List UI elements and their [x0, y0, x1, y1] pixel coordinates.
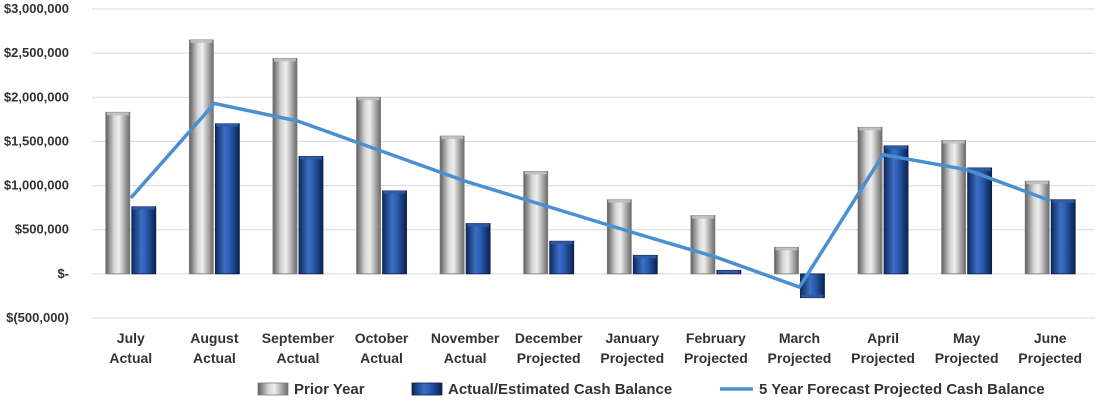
actual-estimated-bar	[883, 145, 909, 275]
x-tick-label: Projected	[851, 350, 915, 366]
actual-estimated-bar	[298, 156, 324, 275]
x-tick-label: Actual	[277, 350, 320, 366]
bar-cap	[942, 140, 965, 144]
bar-cap	[357, 97, 380, 101]
bar-cap	[190, 39, 213, 43]
bar-cap	[1026, 181, 1049, 185]
bar-cap	[634, 255, 657, 259]
prior-year-bar	[188, 39, 214, 275]
actual-estimated-bar	[1050, 199, 1076, 275]
bar-cap	[859, 127, 882, 131]
x-tick-label: October	[355, 330, 409, 346]
x-tick-label: September	[262, 330, 335, 346]
legend: Prior Year Actual/Estimated Cash Balance 5…	[257, 381, 1045, 398]
prior-year-bar	[606, 199, 632, 275]
bar-cap	[717, 270, 740, 274]
actual-estimated-bar	[214, 123, 240, 275]
legend-label-forecast: 5 Year Forecast Projected Cash Balance	[759, 381, 1045, 398]
bar-cap	[691, 215, 714, 219]
prior-year-bar	[356, 96, 381, 275]
x-tick-label: Projected	[684, 350, 748, 366]
actual-estimated-bar	[382, 190, 407, 275]
x-tick-label: December	[515, 330, 583, 346]
actual-estimated-bar	[967, 167, 993, 275]
x-tick-label: Actual	[193, 350, 236, 366]
prior-year-bar	[272, 58, 298, 275]
prior-year-bar	[857, 126, 883, 275]
y-tick-label: $(500,000)	[6, 310, 69, 325]
forecast-line-path	[129, 101, 1051, 289]
x-tick-label: May	[953, 330, 980, 346]
bar-cap	[801, 294, 824, 298]
prior-year-bar	[105, 111, 131, 275]
x-tick-label: March	[779, 330, 820, 346]
bar-cap	[273, 58, 296, 62]
prior-year-bar	[439, 135, 465, 275]
bar-cap	[775, 247, 798, 251]
bar-cap	[968, 167, 991, 171]
bar-cap	[132, 206, 155, 210]
bars	[105, 39, 1076, 299]
y-tick-label: $2,500,000	[4, 45, 69, 60]
bar-cap	[467, 223, 490, 227]
x-tick-label: August	[190, 330, 239, 346]
x-tick-label: Projected	[768, 350, 832, 366]
bar-cap	[216, 123, 239, 127]
prior-year-bar	[690, 215, 716, 275]
x-tick-label: February	[686, 330, 746, 346]
x-tick-label: Projected	[517, 350, 581, 366]
x-tick-label: January	[605, 330, 659, 346]
x-tick-label: November	[431, 330, 500, 346]
prior-year-bar	[941, 140, 967, 275]
y-tick-label: $2,000,000	[4, 89, 69, 104]
prior-year-bar	[523, 171, 549, 275]
y-tick-label: $1,000,000	[4, 178, 69, 193]
bar-cap	[885, 145, 908, 149]
bar-cap	[608, 199, 631, 203]
x-tick-label: Actual	[444, 350, 487, 366]
x-tick-label: Actual	[109, 350, 152, 366]
x-tick-label: Projected	[1018, 350, 1082, 366]
bar-cap	[441, 136, 464, 140]
legend-swatch-prior-year	[257, 382, 289, 396]
bar-cap	[550, 241, 573, 245]
actual-estimated-bar	[465, 223, 491, 275]
legend-label-prior-year: Prior Year	[294, 381, 365, 398]
x-tick-label: April	[867, 330, 899, 346]
bar-cap	[106, 112, 129, 116]
bar-cap	[1052, 199, 1075, 203]
y-tick-label: $1,500,000	[4, 133, 69, 148]
x-tick-label: June	[1034, 330, 1067, 346]
prior-year-bar	[774, 246, 799, 275]
forecast-line	[129, 101, 1051, 289]
y-tick-label: $-	[57, 266, 69, 281]
x-tick-label: July	[117, 330, 145, 346]
x-axis-tick-labels: July Actual August Actual September Actual Oct…	[109, 330, 1082, 366]
bar-cap	[383, 190, 406, 194]
gridlines	[92, 8, 1095, 319]
legend-swatch-actual-estimated	[411, 382, 443, 396]
y-tick-label: $500,000	[15, 222, 69, 237]
actual-estimated-bar	[131, 206, 157, 275]
y-axis-tick-labels: $3,000,000 $2,500,000 $2,000,000 $1,500,000…	[4, 1, 69, 325]
x-tick-label: Projected	[935, 350, 999, 366]
legend-label-actual-estimated: Actual/Estimated Cash Balance	[448, 381, 672, 398]
y-tick-label: $3,000,000	[4, 1, 69, 16]
bar-cap	[299, 156, 322, 160]
actual-estimated-bar	[549, 240, 575, 275]
bar-cap	[524, 171, 547, 175]
x-tick-label: Projected	[600, 350, 664, 366]
x-tick-label: Actual	[360, 350, 403, 366]
